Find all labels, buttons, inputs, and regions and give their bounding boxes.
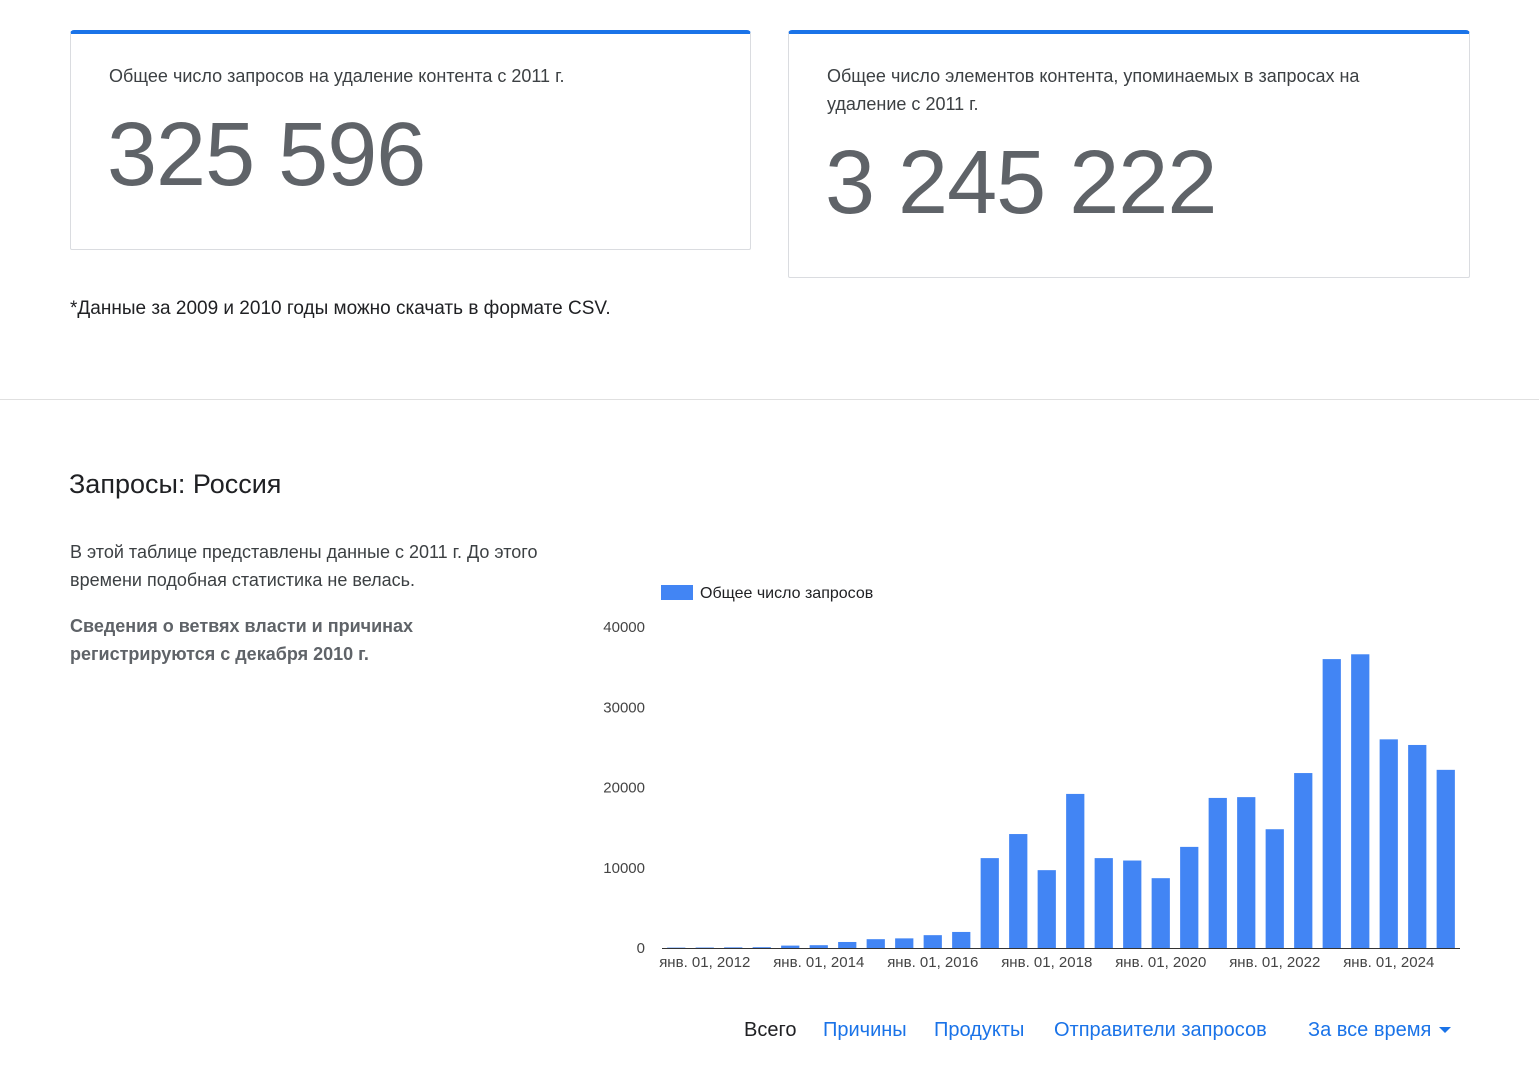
bar[interactable] xyxy=(952,931,971,948)
arrow-drop-down-icon[interactable] xyxy=(1439,1027,1451,1033)
bar[interactable] xyxy=(1379,739,1398,948)
y-tick-label: 10000 xyxy=(603,860,645,877)
bar[interactable] xyxy=(695,947,714,949)
bar[interactable] xyxy=(1180,846,1199,948)
bars xyxy=(667,654,1455,949)
tab-products[interactable]: Продукты xyxy=(934,1019,1025,1041)
period-select-label: За все время xyxy=(1308,1019,1432,1041)
bar[interactable] xyxy=(838,941,857,948)
bar[interactable] xyxy=(1351,654,1370,948)
y-axis: 0 10000 20000 30000 40000 xyxy=(603,619,645,957)
bar[interactable] xyxy=(980,858,999,948)
bar[interactable] xyxy=(1009,834,1028,948)
bar[interactable] xyxy=(752,947,771,948)
bar[interactable] xyxy=(1237,797,1256,948)
bar[interactable] xyxy=(1408,744,1427,948)
x-axis: янв. 01, 2012 янв. 01, 2014 янв. 01, 2016 я… xyxy=(659,954,1434,971)
tab-reasons[interactable]: Причины xyxy=(823,1019,907,1041)
y-tick-label: 40000 xyxy=(603,619,645,636)
section-title: Запросы: Россия xyxy=(69,469,282,499)
section-note: Сведения о ветвях власти и причинах реги… xyxy=(70,616,414,664)
requests-bar-chart: Общее число запросов 0 10000 20000 30000 400… xyxy=(603,585,1460,971)
bar[interactable] xyxy=(895,938,914,948)
x-tick-label: янв. 01, 2020 xyxy=(1115,954,1206,971)
y-tick-label: 30000 xyxy=(603,699,645,716)
total-items-value: 3 245 222 xyxy=(825,133,1217,233)
bar[interactable] xyxy=(1066,793,1085,948)
bar[interactable] xyxy=(1123,860,1142,948)
tab-requesters[interactable]: Отправители запросов xyxy=(1054,1019,1267,1041)
bar[interactable] xyxy=(809,945,828,948)
bar[interactable] xyxy=(667,947,686,949)
x-tick-label: янв. 01, 2012 xyxy=(659,954,750,971)
bar[interactable] xyxy=(1208,797,1227,948)
bar[interactable] xyxy=(1037,870,1056,948)
bar[interactable] xyxy=(1265,829,1284,948)
total-requests-value: 325 596 xyxy=(107,105,426,205)
total-items-card: Общее число элементов контента, упоминае… xyxy=(788,30,1470,278)
y-tick-label: 20000 xyxy=(603,780,645,797)
bar[interactable] xyxy=(923,935,942,948)
x-tick-label: янв. 01, 2018 xyxy=(1001,954,1092,971)
bar[interactable] xyxy=(1094,858,1113,948)
total-requests-card: Общее число запросов на удаление контент… xyxy=(70,30,751,250)
bar[interactable] xyxy=(1322,659,1341,948)
bar[interactable] xyxy=(724,947,743,948)
bar[interactable] xyxy=(1294,773,1313,948)
section-description: В этой таблице представлены данные с 201… xyxy=(70,542,538,590)
csv-footnote: *Данные за 2009 и 2010 годы можно скачат… xyxy=(70,298,611,319)
x-tick-label: янв. 01, 2016 xyxy=(887,954,978,971)
section-divider xyxy=(0,399,1539,400)
total-requests-label: Общее число запросов на удаление контент… xyxy=(109,66,565,86)
total-items-label: Общее число элементов контента, упоминае… xyxy=(827,66,1360,114)
legend-swatch xyxy=(661,585,693,600)
x-tick-label: янв. 01, 2022 xyxy=(1229,954,1320,971)
x-tick-label: янв. 01, 2014 xyxy=(773,954,864,971)
x-tick-label: янв. 01, 2024 xyxy=(1343,954,1434,971)
bar[interactable] xyxy=(1151,878,1170,948)
tab-total[interactable]: Всего xyxy=(744,1019,797,1041)
period-select[interactable]: За все время xyxy=(1308,1016,1431,1044)
chart-legend: Общее число запросов xyxy=(661,585,873,602)
legend-label: Общее число запросов xyxy=(700,585,873,602)
y-tick-label: 0 xyxy=(637,940,645,957)
bar[interactable] xyxy=(1436,769,1455,948)
bar[interactable] xyxy=(781,945,800,948)
bar[interactable] xyxy=(866,939,885,948)
